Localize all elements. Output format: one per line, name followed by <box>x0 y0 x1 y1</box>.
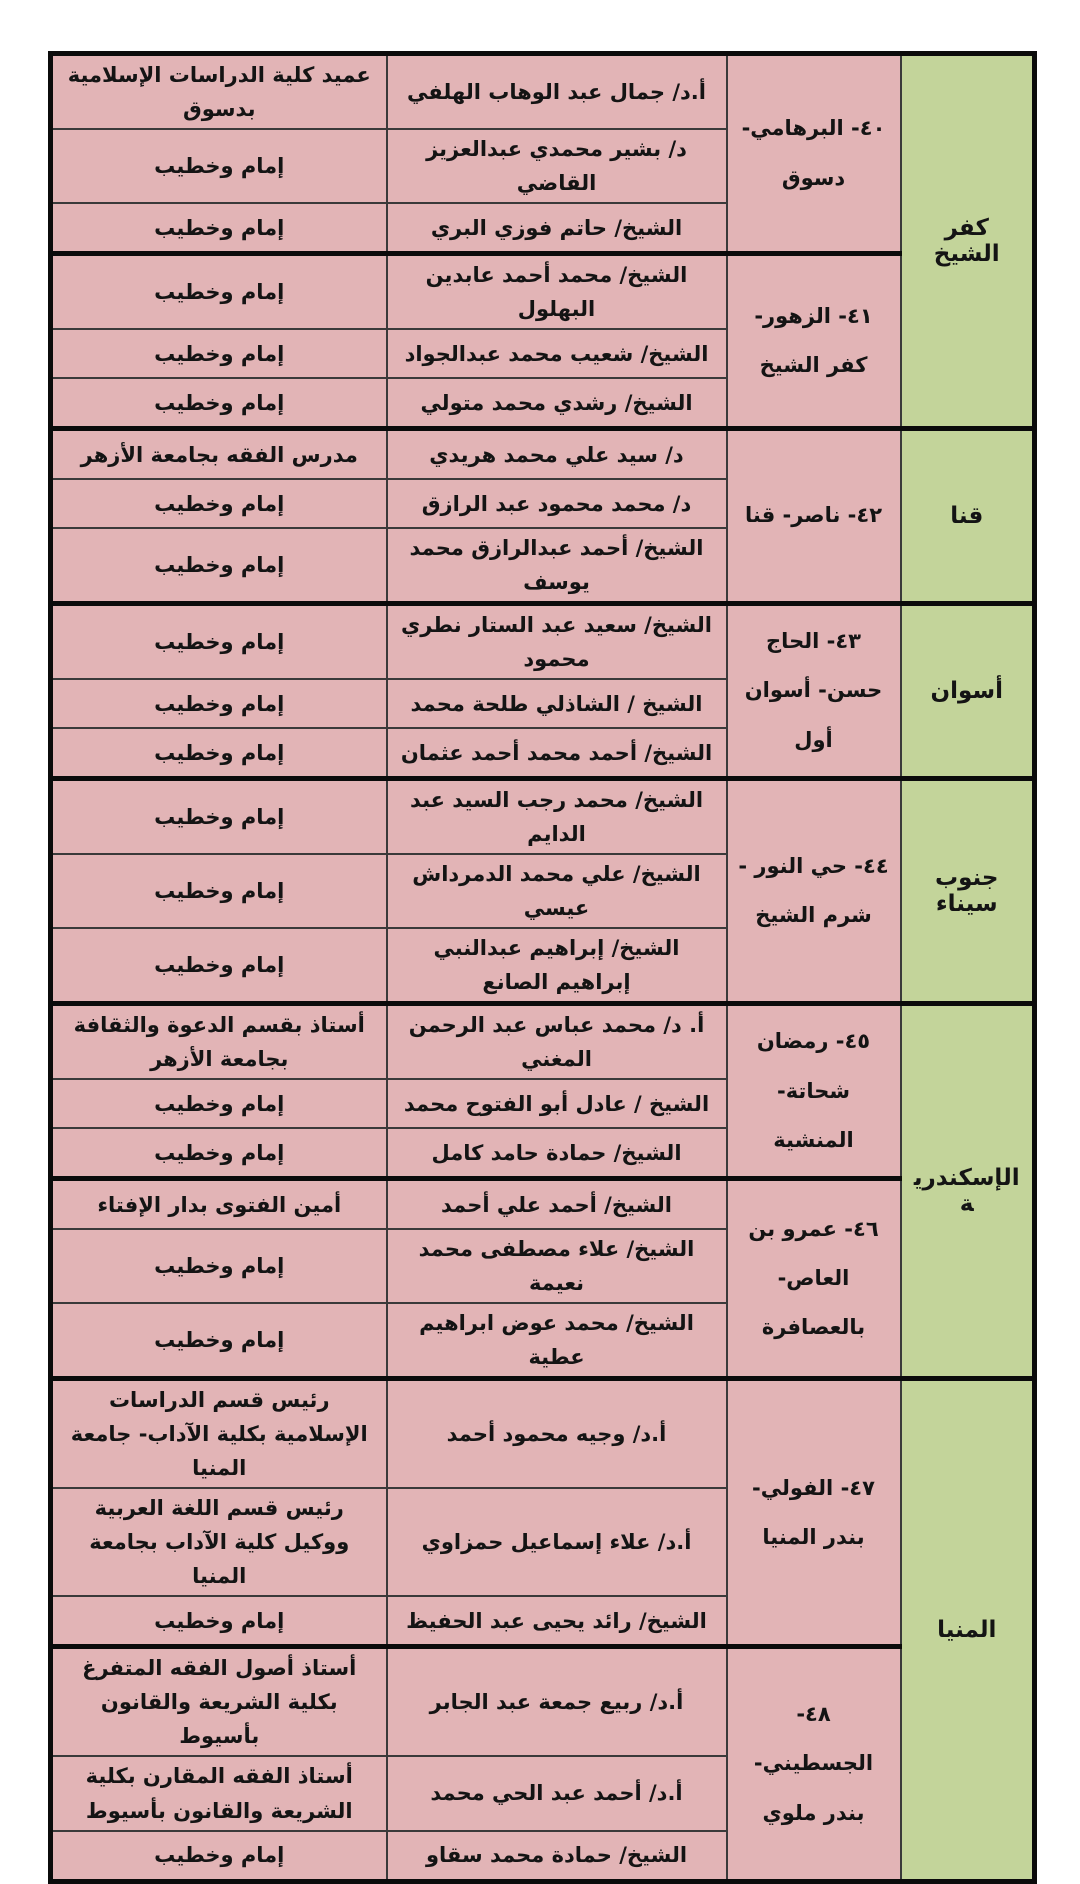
imam-name-cell: أ.د/ علاء إسماعيل حمزاوي <box>385 1487 728 1598</box>
roster-row: قنا ٤٢- ناصر- قنا د/ سيد علي محمد هريدي مدر… <box>49 426 1036 605</box>
roster-row: الشيخ / عادل أبو الفتوح محمد إمام وخطيب <box>49 1078 1035 1130</box>
roster-row: الشيخ/ أحمد محمد أحمد عثمان إمام وخطيب <box>49 727 1035 780</box>
roster-row: أسوان ٤٣- الحاج حسن- أسوان أول الشيخ/ سعيد… <box>49 601 1036 780</box>
imam-role-cell: رئيس قسم اللغة العربية ووكيل كلية الآداب… <box>49 1487 388 1598</box>
mosque-location-cell: ٤٥- رمضان شحاتة- المنشية <box>725 1001 902 1180</box>
roster-row: الشيخ/ شعيب محمد عبدالجواد إمام وخطيب <box>49 328 1035 380</box>
imam-name-cell: الشيخ/ علاء مصطفى محمد نعيمة <box>385 1228 728 1305</box>
imam-role-cell: إمام وخطيب <box>49 1302 388 1380</box>
roster-row: الشيخ/ إبراهيم عبدالنبي إبراهيم الصانع إم… <box>49 927 1035 1005</box>
governorate-cell: المنيا <box>899 1376 1036 1883</box>
roster-row: الشيخ/ حاتم فوزي البري إمام وخطيب <box>49 202 1035 255</box>
mosque-location-cell: ٤١- الزهور- كفر الشيخ <box>725 251 902 430</box>
imam-role-cell: إمام وخطيب <box>49 776 388 856</box>
imam-name-cell: الشيخ/ حمادة محمد سقاو <box>385 1829 728 1883</box>
roster-row: الشيخ/ حمادة حامد كامل إمام وخطيب <box>49 1127 1035 1180</box>
imam-role-cell: أستاذ الفقه المقارن بكلية الشريعة والقان… <box>49 1755 388 1832</box>
imam-role-cell: إمام وخطيب <box>49 202 388 255</box>
imam-role-cell: إمام وخطيب <box>49 1127 388 1180</box>
imam-name-cell: الشيخ/ محمد رجب السيد عبد الدايم <box>385 776 728 856</box>
imam-role-cell: إمام وخطيب <box>49 927 388 1005</box>
imam-name-cell: أ.د/ أحمد عبد الحي محمد <box>385 1755 728 1832</box>
roster-row: كفر الشيخ ٤٠- البرهامي- دسوق أ.د/ جمال عبد… <box>49 50 1036 430</box>
imam-name-cell: الشيخ / الشاذلي طلحة محمد <box>385 678 728 730</box>
imam-name-cell: الشيخ/ رشدي محمد متولي <box>385 377 728 430</box>
imam-name-cell: الشيخ/ محمد أحمد عابدين البهلول <box>385 251 728 331</box>
imams-roster-table: كفر الشيخ ٤٠- البرهامي- دسوق أ.د/ جمال عبد… <box>48 50 1037 1884</box>
roster-row: الشيخ / الشاذلي طلحة محمد إمام وخطيب <box>49 678 1035 730</box>
imam-name-cell: د/ بشير محمدي عبدالعزيز القاضي <box>385 128 728 205</box>
governorate-cell: جنوب سيناء <box>899 776 1036 1005</box>
roster-row: د/ محمد محمود عبد الرازق إمام وخطيب <box>49 478 1035 530</box>
roster-row: الشيخ/ علاء مصطفى محمد نعيمة إمام وخطيب <box>49 1228 1035 1305</box>
imam-name-cell: الشيخ/ أحمد علي أحمد <box>385 1176 728 1231</box>
imam-role-cell: رئيس قسم الدراسات الإسلامية بكلية الآداب… <box>49 1376 388 1490</box>
roster-row: ٤٨- الجسطيني- بندر ملوي أ.د/ ربيع جمعة عب… <box>49 1644 1035 1883</box>
imam-role-cell: إمام وخطيب <box>49 328 388 380</box>
imam-name-cell: د/ محمد محمود عبد الرازق <box>385 478 728 530</box>
imam-role-cell: إمام وخطيب <box>49 527 388 605</box>
roster-row: الشيخ/ رشدي محمد متولي إمام وخطيب <box>49 377 1035 430</box>
imam-name-cell: الشيخ/ حاتم فوزي البري <box>385 202 728 255</box>
imam-role-cell: إمام وخطيب <box>49 251 388 331</box>
imam-role-cell: أستاذ بقسم الدعوة والثقافة بجامعة الأزهر <box>49 1001 388 1081</box>
imam-role-cell: إمام وخطيب <box>49 853 388 930</box>
roster-row: المنيا ٤٧- الفولي- بندر المنيا أ.د/ وجيه م… <box>49 1376 1036 1883</box>
roster-row: الشيخ/ محمد عوض ابراهيم عطية إمام وخطيب <box>49 1302 1035 1380</box>
roster-row: د/ بشير محمدي عبدالعزيز القاضي إمام وخطيب <box>49 128 1035 205</box>
imam-role-cell: إمام وخطيب <box>49 1078 388 1130</box>
imam-name-cell: الشيخ/ سعيد عبد الستار نطري محمود <box>385 601 728 681</box>
roster-row: الشيخ/ علي محمد الدمرداش عيسي إمام وخطيب <box>49 853 1035 930</box>
governorate-cell: الإسكندرية <box>899 1001 1036 1380</box>
imam-role-cell: عميد كلية الدراسات الإسلامية بدسوق <box>49 51 388 131</box>
roster-row: ٤١- الزهور- كفر الشيخ الشيخ/ محمد أحمد عا… <box>49 251 1035 430</box>
roster-body: كفر الشيخ ٤٠- البرهامي- دسوق أ.د/ جمال عبد… <box>49 50 1036 1883</box>
imam-name-cell: الشيخ/ علي محمد الدمرداش عيسي <box>385 853 728 930</box>
imam-role-cell: أستاذ أصول الفقه المتفرغ بكلية الشريعة و… <box>49 1644 388 1758</box>
imam-name-cell: أ. د/ محمد عباس عبد الرحمن المغني <box>385 1001 728 1081</box>
imam-role-cell: مدرس الفقه بجامعة الأزهر <box>49 426 388 481</box>
mosque-location-cell: ٤٣- الحاج حسن- أسوان أول <box>725 601 902 780</box>
roster-row: الشيخ/ أحمد عبدالرازق محمد يوسف إمام وخطي… <box>49 527 1035 605</box>
imam-name-cell: أ.د/ جمال عبد الوهاب الهلفي <box>385 51 728 131</box>
imam-role-cell: أمين الفتوى بدار الإفتاء <box>49 1176 388 1231</box>
roster-row: جنوب سيناء ٤٤- حي النور - شرم الشيخ الشيخ/… <box>49 776 1036 1005</box>
imam-role-cell: إمام وخطيب <box>49 1595 388 1648</box>
imam-role-cell: إمام وخطيب <box>49 678 388 730</box>
imam-name-cell: الشيخ/ شعيب محمد عبدالجواد <box>385 328 728 380</box>
mosque-location-cell: ٤٦- عمرو بن العاص- بالعصافرة <box>725 1176 902 1380</box>
imam-name-cell: الشيخ/ حمادة حامد كامل <box>385 1127 728 1180</box>
imam-name-cell: د/ سيد علي محمد هريدي <box>385 426 728 481</box>
mosque-location-cell: ٤٠- البرهامي- دسوق <box>725 50 902 255</box>
governorate-cell: أسوان <box>899 601 1036 780</box>
imam-role-cell: إمام وخطيب <box>49 1228 388 1305</box>
document-page: كفر الشيخ ٤٠- البرهامي- دسوق أ.د/ جمال عبد… <box>48 50 1037 1884</box>
mosque-location-cell: ٤٧- الفولي- بندر المنيا <box>725 1376 902 1648</box>
imam-name-cell: الشيخ/ محمد عوض ابراهيم عطية <box>385 1302 728 1380</box>
imam-name-cell: الشيخ / عادل أبو الفتوح محمد <box>385 1078 728 1130</box>
imam-name-cell: الشيخ/ إبراهيم عبدالنبي إبراهيم الصانع <box>385 927 728 1005</box>
imam-role-cell: إمام وخطيب <box>49 727 388 780</box>
governorate-cell: كفر الشيخ <box>899 50 1036 430</box>
mosque-location-cell: ٤٤- حي النور - شرم الشيخ <box>725 776 902 1005</box>
imam-role-cell: إمام وخطيب <box>49 601 388 681</box>
imam-role-cell: إمام وخطيب <box>49 377 388 430</box>
mosque-location-cell: ٤٢- ناصر- قنا <box>725 426 902 605</box>
governorate-cell: قنا <box>899 426 1036 605</box>
roster-row: ٤٦- عمرو بن العاص- بالعصافرة الشيخ/ أحمد … <box>49 1176 1035 1380</box>
imam-role-cell: إمام وخطيب <box>49 478 388 530</box>
imam-name-cell: الشيخ/ أحمد عبدالرازق محمد يوسف <box>385 527 728 605</box>
imam-name-cell: الشيخ/ أحمد محمد أحمد عثمان <box>385 727 728 780</box>
mosque-location-cell: ٤٨- الجسطيني- بندر ملوي <box>725 1644 902 1883</box>
roster-row: الإسكندرية ٤٥- رمضان شحاتة- المنشية أ. د/ … <box>49 1001 1036 1380</box>
imam-name-cell: أ.د/ ربيع جمعة عبد الجابر <box>385 1644 728 1758</box>
imam-name-cell: الشيخ/ رائد يحيى عبد الحفيظ <box>385 1595 728 1648</box>
imam-role-cell: إمام وخطيب <box>49 1829 388 1883</box>
imam-name-cell: أ.د/ وجيه محمود أحمد <box>385 1376 728 1490</box>
imam-role-cell: إمام وخطيب <box>49 128 388 205</box>
